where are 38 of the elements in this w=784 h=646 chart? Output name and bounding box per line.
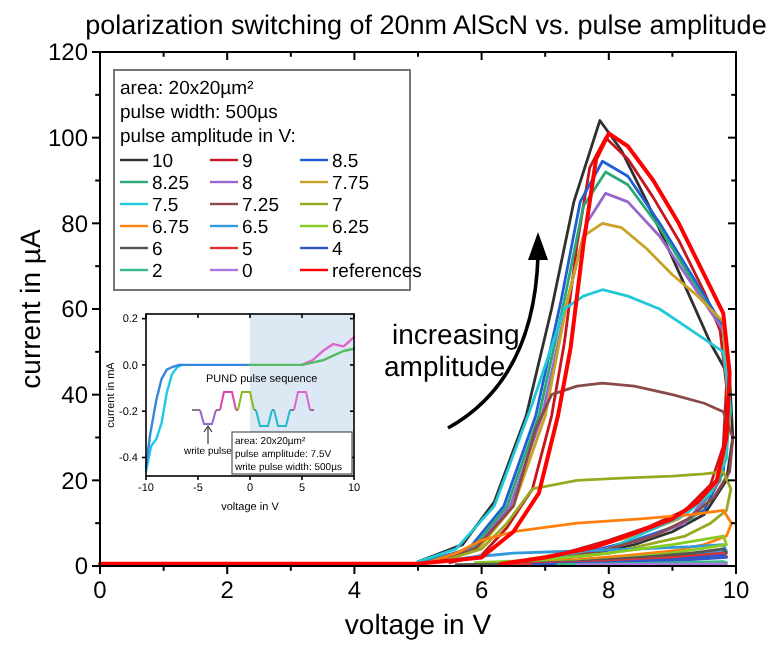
y-tick-label: 0 bbox=[74, 552, 89, 581]
legend-label: 7.5 bbox=[152, 195, 179, 217]
legend-label: 6 bbox=[152, 239, 163, 261]
x-tick-label: 0 bbox=[93, 576, 108, 604]
x-tick-label: 4 bbox=[347, 576, 362, 604]
y-tick-label: 40 bbox=[61, 381, 89, 410]
legend-label: 2 bbox=[152, 261, 163, 283]
legend-label: 6.25 bbox=[332, 217, 369, 239]
legend-label: 7.25 bbox=[242, 195, 279, 217]
legend-label: 0 bbox=[242, 261, 253, 283]
legend-label: 5 bbox=[242, 239, 253, 261]
chart-title: polarization switching of 20nm AlScN vs. pulse amplitude bbox=[85, 10, 767, 40]
legend-label: 9 bbox=[242, 151, 253, 173]
legend-label: 8 bbox=[242, 173, 253, 195]
x-tick-label: 10 bbox=[722, 576, 750, 604]
x-tick-label: 2 bbox=[220, 576, 235, 604]
y-tick-label: 60 bbox=[61, 295, 89, 324]
annotation: pulse width: 500µs bbox=[120, 102, 279, 124]
y-tick-label: 20 bbox=[61, 466, 89, 495]
legend-label: 4 bbox=[332, 239, 343, 261]
annotation: increasing amplitude bbox=[384, 318, 520, 382]
x-tick-label: 8 bbox=[602, 576, 617, 604]
x-axis-title: voltage in V bbox=[344, 608, 493, 640]
y-tick-label: 100 bbox=[47, 124, 89, 153]
legend-label: 7.75 bbox=[332, 173, 369, 195]
legend-title: pulse amplitude in V: bbox=[120, 126, 296, 148]
legend-label: references bbox=[332, 261, 423, 283]
x-tick-label: 6 bbox=[474, 576, 489, 604]
legend-label: 7 bbox=[332, 195, 343, 217]
legend-label: 8.25 bbox=[152, 173, 189, 195]
legend-label: 10 bbox=[152, 151, 174, 173]
legend-label: 6.75 bbox=[152, 217, 189, 239]
legend-label: 6.5 bbox=[242, 217, 269, 239]
y-tick-label: 80 bbox=[61, 209, 89, 238]
annotation: area: 20x20µm² bbox=[120, 78, 254, 100]
y-axis-title: current in µA bbox=[14, 228, 46, 389]
y-tick-label: 120 bbox=[47, 38, 89, 67]
legend-label: 8.5 bbox=[332, 151, 359, 173]
